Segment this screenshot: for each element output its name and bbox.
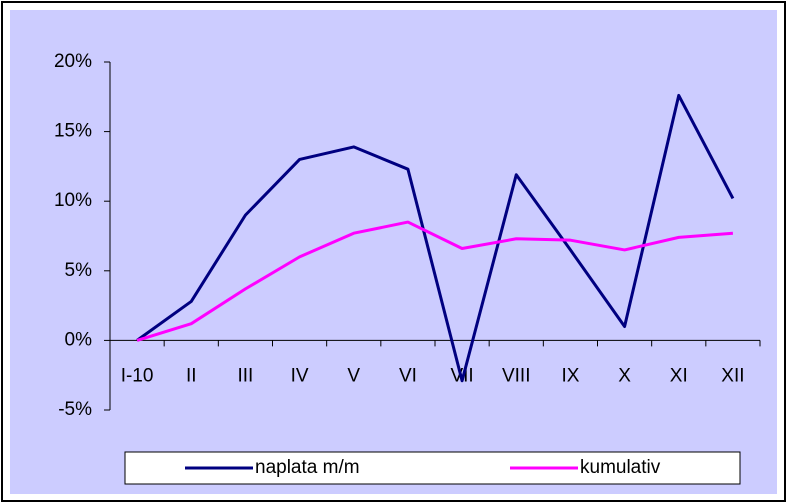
x-tick-label: I-10 [121,365,154,386]
x-tick-label: IV [291,365,309,386]
x-tick-label: X [618,365,631,386]
x-tick-label: III [237,365,253,386]
line-series [136,220,734,342]
x-tick-label: XI [670,365,688,386]
line-series [136,93,735,383]
x-tick-label: V [347,365,360,386]
legend-label: naplata m/m [255,457,360,478]
y-tick-label: 20% [54,51,92,72]
x-tick-label: VI [399,365,417,386]
y-tick-label: 15% [54,121,92,142]
y-tick-label: -5% [58,399,92,420]
x-tick-label: VIII [502,365,531,386]
x-tick-label: IX [561,365,579,386]
y-tick-label: 10% [54,190,92,211]
y-tick-label: 5% [65,260,93,281]
x-tick-label: XII [721,365,744,386]
legend-label: kumulativ [580,457,661,478]
x-tick-label: II [186,365,197,386]
chart-background [10,10,777,494]
y-tick-label: 0% [65,329,93,350]
